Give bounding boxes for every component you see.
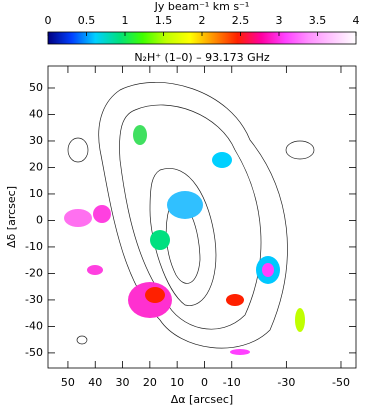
x-tick-label: 20 (143, 376, 157, 389)
y-tick-label: -50 (25, 346, 43, 359)
y-tick-label: 0 (36, 213, 43, 226)
colorbar-tick-label: 1 (122, 14, 129, 27)
colorbar-tick-label: 2 (199, 14, 206, 27)
x-tick-label: 0 (201, 376, 208, 389)
colorbar-tick-label: 0.5 (78, 14, 96, 27)
y-tick-label: -10 (25, 240, 43, 253)
y-tick-label: 40 (29, 107, 43, 120)
colorbar-label: Jy beam⁻¹ km s⁻¹ (154, 0, 250, 13)
y-axis-label: Δδ [arcsec] (5, 186, 18, 248)
plot-frame (47, 65, 357, 369)
x-tick-label: 30 (116, 376, 130, 389)
x-tick-label: 50 (61, 376, 75, 389)
colorbar-tick-label: 1.5 (155, 14, 173, 27)
x-tick-label: -50 (332, 376, 350, 389)
colorbar-tick-label: 3 (276, 14, 283, 27)
y-tick-label: 10 (29, 187, 43, 200)
map-features (64, 82, 315, 355)
y-tick-label: -20 (25, 266, 43, 279)
x-tick-label: -30 (277, 376, 295, 389)
y-tick-label: 30 (29, 134, 43, 147)
y-tick-label: -40 (25, 319, 43, 332)
x-axis-label: Δα [arcsec] (171, 393, 233, 406)
colorbar-tick-label: 4 (353, 14, 360, 27)
x-tick-label: -10 (223, 376, 241, 389)
colorbar-tick-label: 3.5 (309, 14, 327, 27)
y-tick-label: 50 (29, 81, 43, 94)
chart-title: N₂H⁺ (1–0) – 93.173 GHz (134, 51, 270, 64)
colorbar-tick-label: 0 (45, 14, 52, 27)
x-tick-label: 10 (170, 376, 184, 389)
x-tick-label: 40 (88, 376, 102, 389)
colorbar-tick-label: 2.5 (232, 14, 250, 27)
y-tick-label: 20 (29, 160, 43, 173)
y-tick-label: -30 (25, 293, 43, 306)
